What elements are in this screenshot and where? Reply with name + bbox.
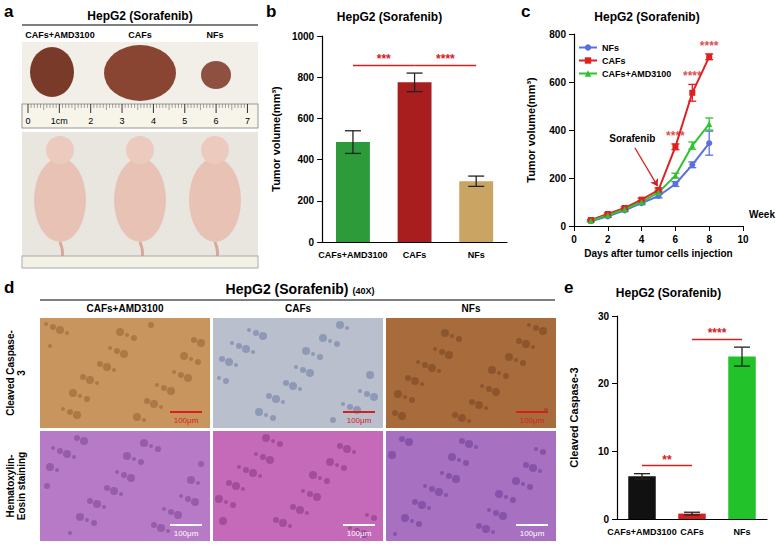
svg-text:2: 2: [605, 234, 611, 245]
svg-text:****: ****: [683, 69, 702, 83]
svg-text:Cleaved Caspase-3: Cleaved Caspase-3: [568, 367, 580, 467]
svg-text:30: 30: [598, 311, 610, 322]
html-text:c: c: [521, 2, 531, 21]
svg-text:2: 2: [88, 116, 93, 126]
svg-text:100μm: 100μm: [174, 529, 199, 538]
svg-text:0: 0: [309, 237, 315, 248]
html-text:b: b: [266, 2, 277, 21]
html-text:e: e: [564, 278, 574, 297]
svg-text:HepG2 (Sorafenib): HepG2 (Sorafenib): [616, 286, 721, 300]
svg-text:CAFs+AMD3100: CAFs+AMD3100: [25, 30, 94, 40]
svg-text:NFs: NFs: [733, 527, 750, 537]
svg-text:***: ***: [377, 52, 391, 66]
svg-text:100μm: 100μm: [347, 529, 372, 538]
svg-text:10: 10: [737, 234, 749, 245]
svg-text:NFs: NFs: [468, 250, 485, 260]
svg-text:10: 10: [598, 446, 610, 457]
svg-text:5: 5: [182, 116, 187, 126]
svg-text:HepG2 (Sorafenib): HepG2 (Sorafenib): [87, 9, 192, 23]
svg-text:0: 0: [603, 514, 609, 525]
svg-text:CAFs+AMD3100: CAFs+AMD3100: [602, 69, 671, 79]
html-text:d: d: [4, 278, 15, 297]
svg-text:****: ****: [436, 52, 455, 66]
svg-text:CAFs+AMD3100: CAFs+AMD3100: [607, 527, 676, 537]
svg-text:CAFs: CAFs: [403, 250, 427, 260]
svg-text:NFs: NFs: [206, 30, 223, 40]
svg-text:HepG2 (Sorafenib) (40X): HepG2 (Sorafenib) (40X): [226, 281, 375, 297]
svg-text:400: 400: [549, 125, 566, 136]
svg-text:4: 4: [639, 234, 645, 245]
html-text:Week: Week: [749, 209, 775, 220]
svg-text:0: 0: [560, 221, 566, 232]
svg-text:Days after tumor cells injecti: Days after tumor cells injection: [584, 248, 732, 259]
svg-text:Sorafenib: Sorafenib: [609, 133, 655, 144]
svg-text:0: 0: [25, 116, 30, 126]
svg-text:HepG2 (Sorafenib): HepG2 (Sorafenib): [337, 10, 442, 24]
svg-text:1cm: 1cm: [51, 116, 68, 126]
svg-text:600: 600: [549, 77, 566, 88]
svg-text:4: 4: [151, 116, 156, 126]
svg-text:****: ****: [708, 326, 727, 340]
svg-text:6: 6: [214, 116, 219, 126]
svg-text:200: 200: [549, 173, 566, 184]
svg-text:CAFs: CAFs: [602, 56, 626, 66]
svg-text:1000: 1000: [292, 31, 315, 42]
html-text:a: a: [4, 2, 14, 21]
svg-text:NFs: NFs: [462, 303, 481, 314]
svg-text:3: 3: [120, 116, 125, 126]
svg-text:100μm: 100μm: [174, 416, 199, 425]
svg-text:**: **: [662, 453, 672, 467]
svg-text:400: 400: [297, 154, 314, 165]
svg-text:CAFs: CAFs: [128, 30, 152, 40]
svg-text:CAFs: CAFs: [285, 303, 312, 314]
svg-text:600: 600: [297, 113, 314, 124]
svg-text:****: ****: [700, 39, 719, 53]
svg-text:Tumor volume(mm³): Tumor volume(mm³): [270, 86, 282, 192]
svg-text:7: 7: [245, 116, 250, 126]
svg-text:800: 800: [297, 72, 314, 83]
svg-text:****: ****: [666, 129, 685, 143]
svg-text:CAFs+AMD3100: CAFs+AMD3100: [318, 250, 387, 260]
svg-text:100μm: 100μm: [520, 529, 545, 538]
svg-text:100μm: 100μm: [520, 416, 545, 425]
svg-text:Cleaved Caspase-3: Cleaved Caspase-3: [5, 330, 27, 416]
svg-text:100μm: 100μm: [347, 416, 372, 425]
svg-text:HepG2 (Sorafenib): HepG2 (Sorafenib): [594, 10, 699, 24]
svg-text:CAFs: CAFs: [680, 527, 704, 537]
svg-text:CAFs+AMD3100: CAFs+AMD3100: [87, 303, 164, 314]
svg-text:Hematoxylin-Eosin staining: Hematoxylin-Eosin staining: [5, 452, 27, 520]
svg-text:NFs: NFs: [602, 43, 619, 53]
svg-text:0: 0: [571, 234, 577, 245]
svg-text:8: 8: [706, 234, 712, 245]
svg-text:20: 20: [598, 378, 610, 389]
svg-text:6: 6: [673, 234, 679, 245]
svg-text:Tumor volume(mm³): Tumor volume(mm³): [525, 77, 537, 183]
svg-text:200: 200: [297, 195, 314, 206]
svg-text:800: 800: [549, 29, 566, 40]
